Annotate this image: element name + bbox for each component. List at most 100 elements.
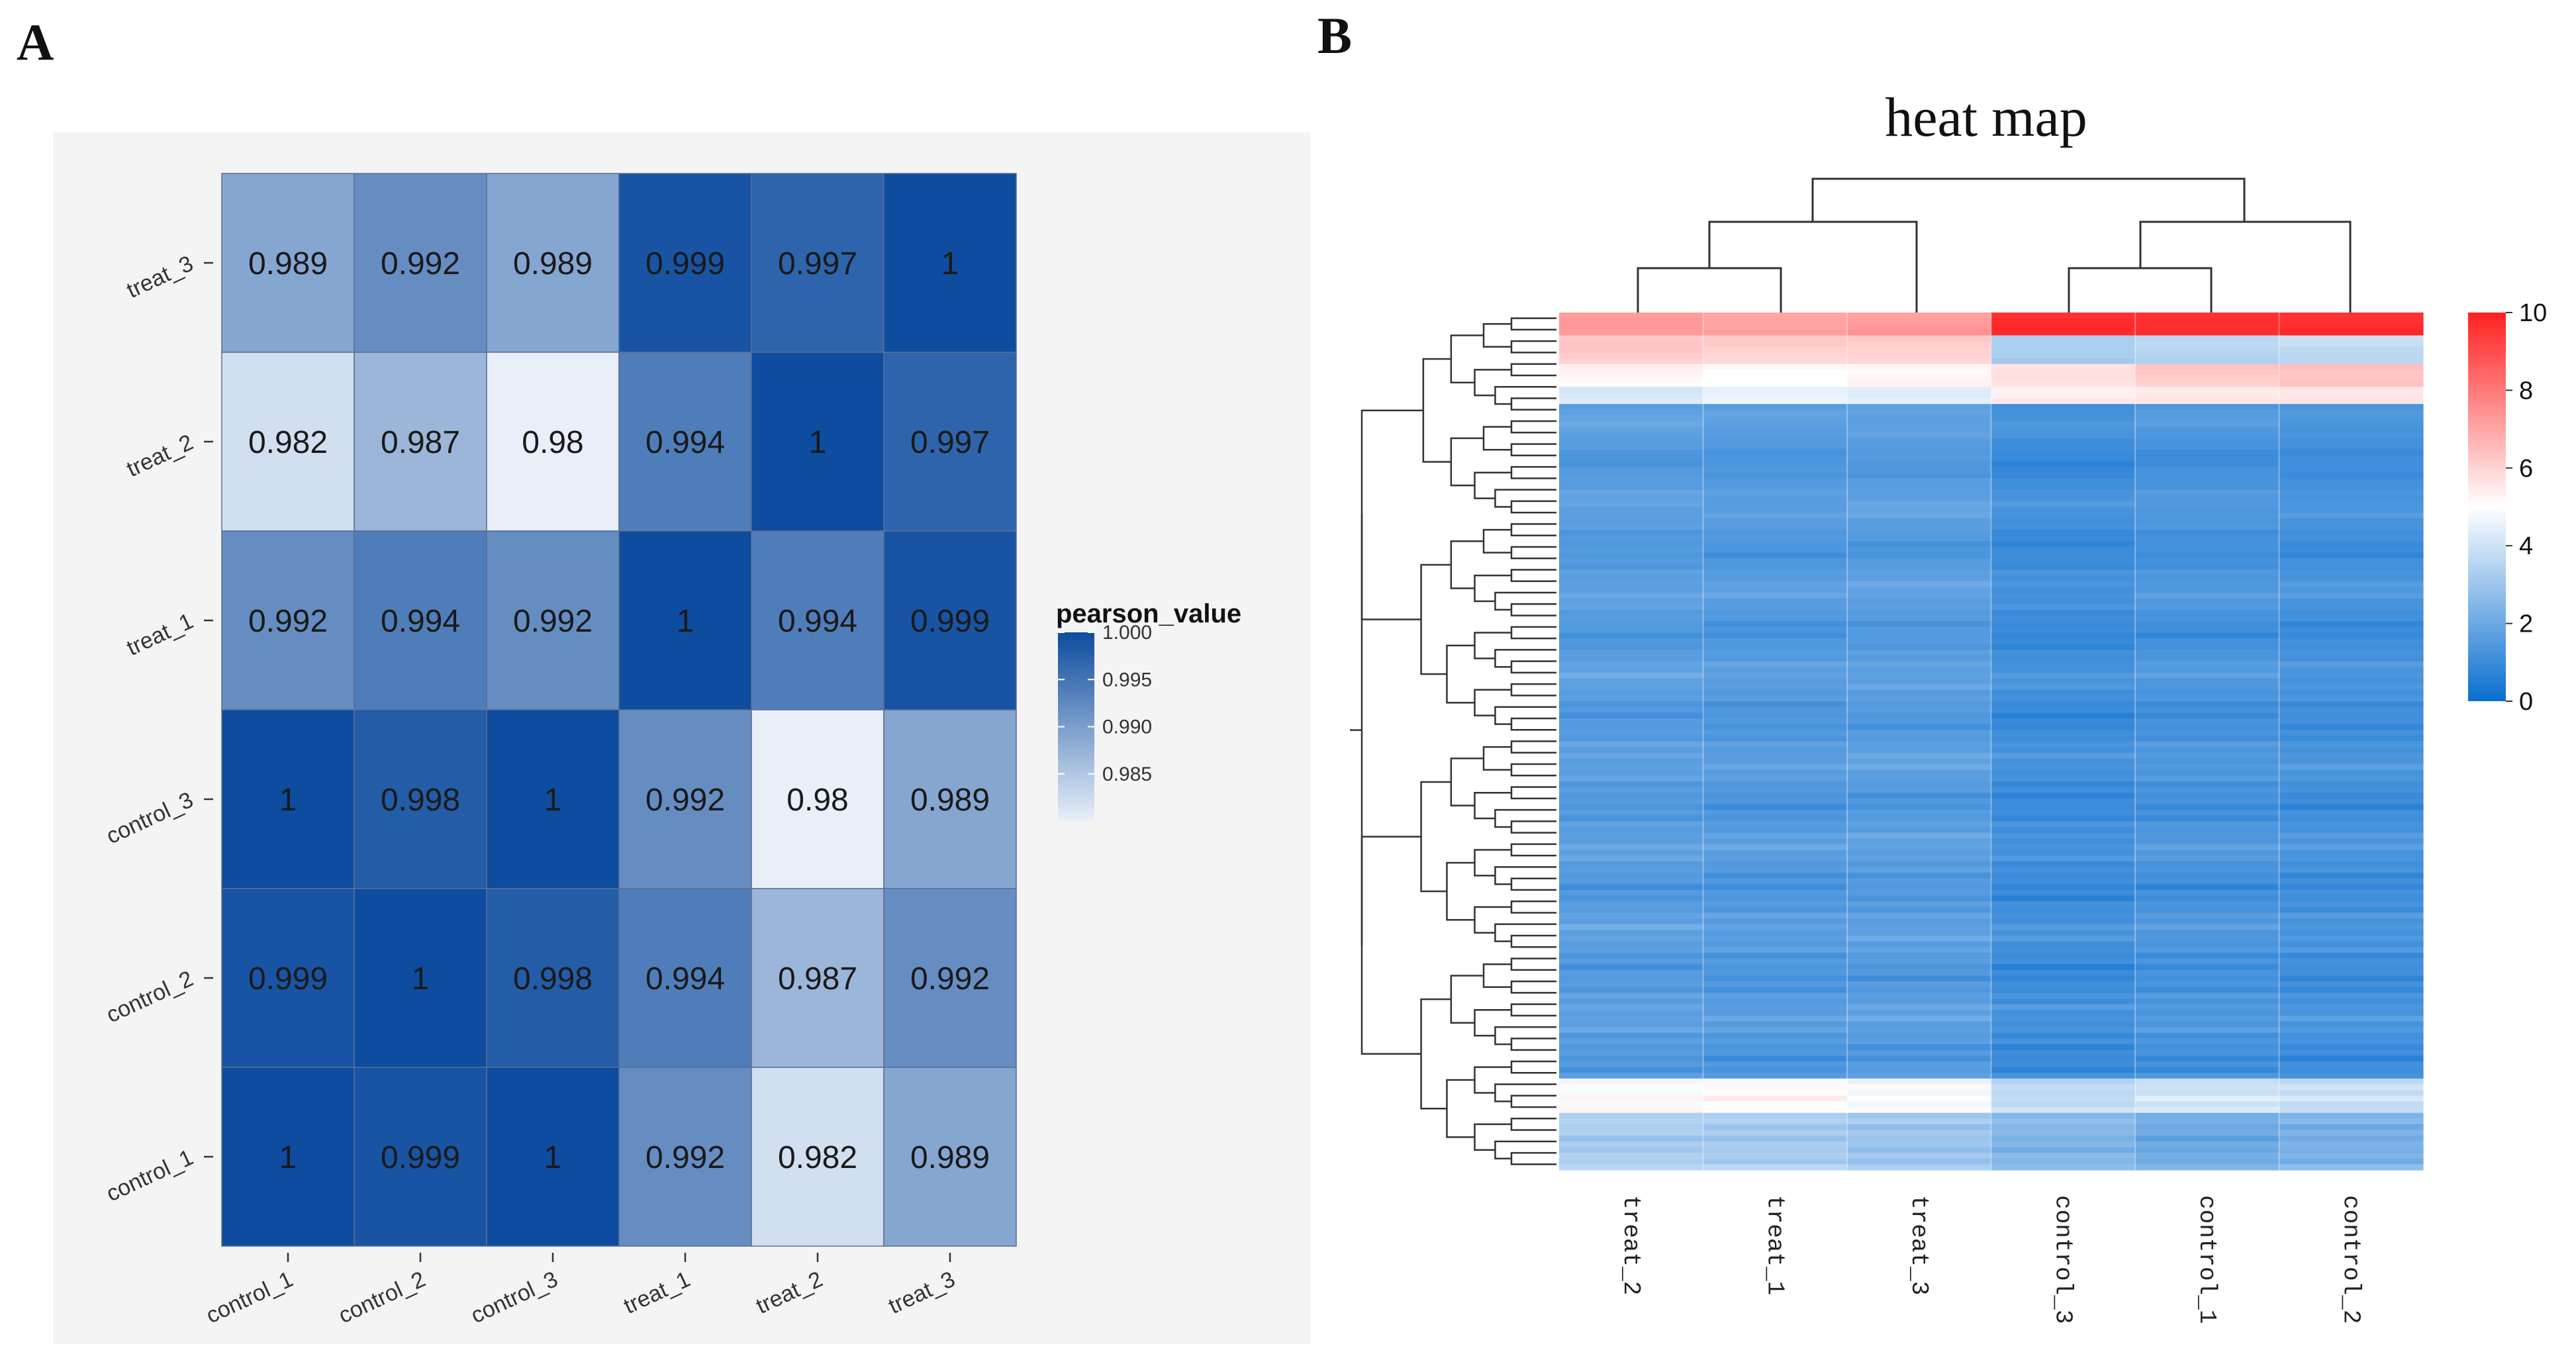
heatmap-cell <box>1847 552 1992 559</box>
cell-value-label: 0.994 <box>645 961 725 997</box>
colorbar-ticks: 10 8 6 4 2 0 <box>2506 299 2547 716</box>
row-dendro-link <box>1510 683 1556 697</box>
heatmap-cell <box>1991 1141 2136 1148</box>
heatmap-cell <box>1847 832 1992 839</box>
heatmap-cell <box>1559 535 1704 542</box>
cell-value-label: 0.987 <box>778 961 857 997</box>
heatmap-cell <box>1847 1073 1992 1079</box>
heatmap-cell <box>1703 775 1848 782</box>
heatmap-cell <box>1847 341 1992 348</box>
heatmap-cell <box>1559 735 1704 742</box>
heatmap-cell <box>1559 952 1704 959</box>
heatmap-cell <box>2279 1153 2424 1159</box>
heatmap-cell <box>1847 981 1992 988</box>
heatmap-cell <box>1991 1164 2136 1171</box>
heatmap-cell <box>2279 632 2424 639</box>
heatmap-cell <box>1559 741 1704 748</box>
heatmap-cell <box>1991 981 2136 988</box>
cell-value-label: 0.992 <box>248 604 328 639</box>
heatmap-cell <box>1703 695 1848 702</box>
heatmap-cell <box>1559 632 1704 639</box>
heatmap-cell <box>1991 889 2136 897</box>
heatmap-cell <box>2279 895 2424 902</box>
heatmap-cell <box>2279 341 2424 348</box>
heatmap-cell <box>1559 1153 1704 1159</box>
heatmap-cell <box>1991 895 2136 902</box>
heatmap-cell <box>1703 895 1848 902</box>
heatmap-cell <box>1559 1095 1704 1102</box>
heatmap-cell <box>1847 1141 1992 1148</box>
heatmap-cell <box>2135 472 2280 479</box>
heatmap-cell <box>2279 850 2424 856</box>
heatmap-cell <box>1559 764 1704 771</box>
heatmap-cell <box>2135 638 2280 645</box>
heatmap-cell <box>1991 341 2136 348</box>
row-dendro-link <box>1510 1095 1556 1108</box>
heatmap-cell <box>1991 1038 2136 1045</box>
heatmap-cell <box>1559 609 1704 616</box>
heatmap-cell <box>1847 472 1992 479</box>
heatmap-cell <box>2135 409 2280 416</box>
heatmap-cell <box>1559 615 1704 622</box>
row-dendro-link <box>1510 626 1556 640</box>
heatmap-cell <box>1847 667 1992 673</box>
heatmap-cell <box>2135 1118 2280 1125</box>
heatmap-cell <box>1703 575 1848 582</box>
heatmap-cell <box>2135 387 2280 393</box>
heatmap-cell <box>1559 1158 1704 1165</box>
heatmap-cell <box>1559 404 1704 411</box>
heatmap-cell <box>1991 884 2136 891</box>
heatmap-cell <box>1847 1153 1992 1159</box>
row-dendro-link <box>1510 980 1556 994</box>
heatmap-cell <box>1559 821 1704 828</box>
heatmap-cell <box>1703 906 1848 914</box>
row-dendro-link <box>1494 649 1556 668</box>
heatmap-cell <box>2135 1055 2280 1062</box>
heatmap-cell <box>1991 1107 2136 1114</box>
heatmap-cell <box>2279 524 2424 530</box>
heatmap-cell <box>1991 621 2136 628</box>
heatmap-cell <box>2279 1090 2424 1096</box>
heatmap-cell <box>1703 987 1848 993</box>
heatmap-cell <box>1991 581 2136 587</box>
heatmap-cell <box>1847 1164 1992 1171</box>
heatmap-cell <box>1703 467 1848 473</box>
heatmap-cell <box>1703 650 1848 656</box>
row-dendro-link <box>1474 849 1511 877</box>
heatmap-cell <box>1559 855 1704 862</box>
heatmap-cell <box>1703 558 1848 565</box>
heatmap-cell <box>1991 844 2136 851</box>
heatmap-cell <box>2135 1147 2280 1153</box>
heatmap-cell <box>1703 844 1848 851</box>
pearson-legend: pearson_value 1.000 0.995 0.990 0.985 <box>1056 599 1241 821</box>
heatmap-cell <box>1847 718 1992 725</box>
heatmap-cell <box>1559 775 1704 782</box>
heatmap-cell <box>2135 656 2280 662</box>
heatmap-cell <box>1559 844 1704 851</box>
heatmap-cell <box>1559 747 1704 754</box>
heatmap-cell <box>1991 552 2136 559</box>
heatmap-cell <box>1847 593 1992 599</box>
heatmap-cell <box>1991 906 2136 914</box>
heatmap-cell <box>2135 1107 2280 1114</box>
heatmap-cell <box>1703 387 1848 393</box>
heatmap-cell <box>354 530 487 710</box>
heatmap-cell <box>1847 884 1992 891</box>
heatmap-cell <box>1703 341 1848 348</box>
heatmap-cell <box>1559 1027 1704 1034</box>
heatmap-cell <box>2279 987 2424 993</box>
row-dendro-link <box>1450 334 1484 384</box>
heatmap-cell <box>1847 758 1992 765</box>
row-dendro-link <box>1510 900 1556 914</box>
heatmap-cell <box>2135 621 2280 628</box>
heatmap-cell <box>2135 838 2280 845</box>
heatmap-cell <box>2135 1164 2280 1171</box>
heatmap-cell <box>1703 329 1848 336</box>
row-dendro-link <box>1494 1140 1556 1159</box>
heatmap-cell <box>2135 575 2280 582</box>
heatmap-cell <box>486 709 620 889</box>
heatmap-cell <box>2135 901 2280 908</box>
heatmap-cell <box>1703 930 1848 936</box>
heatmap-cell <box>1991 1147 2136 1153</box>
heatmap-cell <box>1559 1044 1704 1051</box>
